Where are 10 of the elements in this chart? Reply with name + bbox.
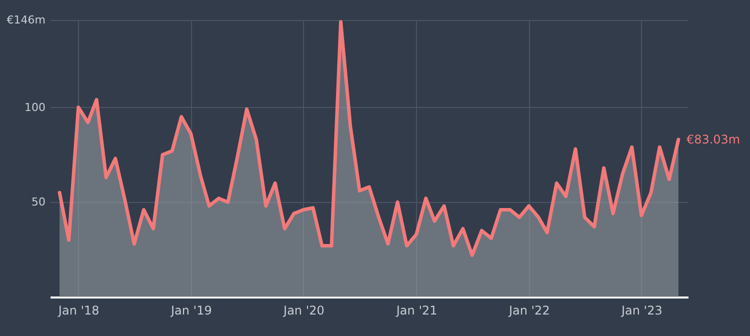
- y-tick-label: 100: [24, 100, 46, 114]
- x-tick-label: Jan '21: [395, 304, 438, 318]
- x-tick-label: Jan '22: [508, 304, 550, 318]
- y-tick-label: €146m: [6, 14, 46, 26]
- x-tick-label: Jan '23: [620, 304, 662, 318]
- x-tick-label: Jan '20: [282, 304, 324, 318]
- y-tick-label: 50: [32, 196, 46, 209]
- x-tick-label: Jan '18: [57, 304, 100, 318]
- annotation: €83.03m: [686, 132, 740, 146]
- x-tick-label: Jan '19: [170, 304, 212, 318]
